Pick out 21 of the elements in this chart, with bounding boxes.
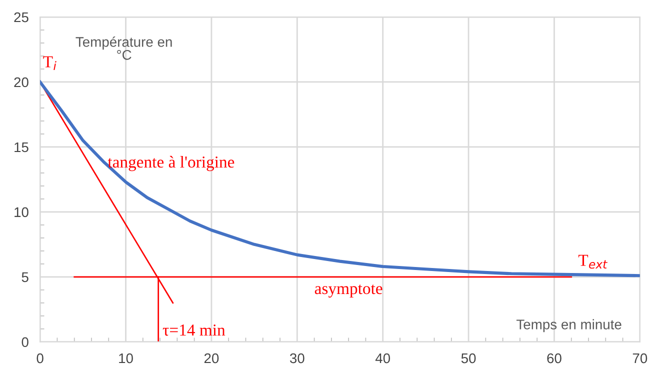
x-tick-label: 20 [204,353,219,364]
y-axis-title: Température en °C [76,36,172,60]
y-tick-label: 15 [14,142,28,152]
x-tick-label: 70 [632,353,648,364]
x-axis-title: Temps en minute [516,319,622,332]
y-tick-label: 20 [14,77,28,88]
x-tick-label: 40 [375,353,390,364]
x-tick-label: 10 [119,353,133,364]
annotation: τ=14 min [162,324,226,336]
y-tick-label: 10 [14,207,28,218]
x-tick-label: 60 [547,353,562,364]
x-tick-label: 50 [461,353,476,364]
y-tick-label: 25 [14,12,28,22]
annotation: T$_{i}$ [43,56,56,70]
x-tick-label: 0 [36,353,44,364]
annotation: asymptote [314,284,382,298]
annotation: T$_{ext}$ [578,254,608,269]
y-tick-label: 5 [22,272,28,282]
x-tick-label: 30 [290,353,304,364]
y-tick-label: 0 [22,337,28,348]
annotation: tangente à l'origine [108,156,234,172]
